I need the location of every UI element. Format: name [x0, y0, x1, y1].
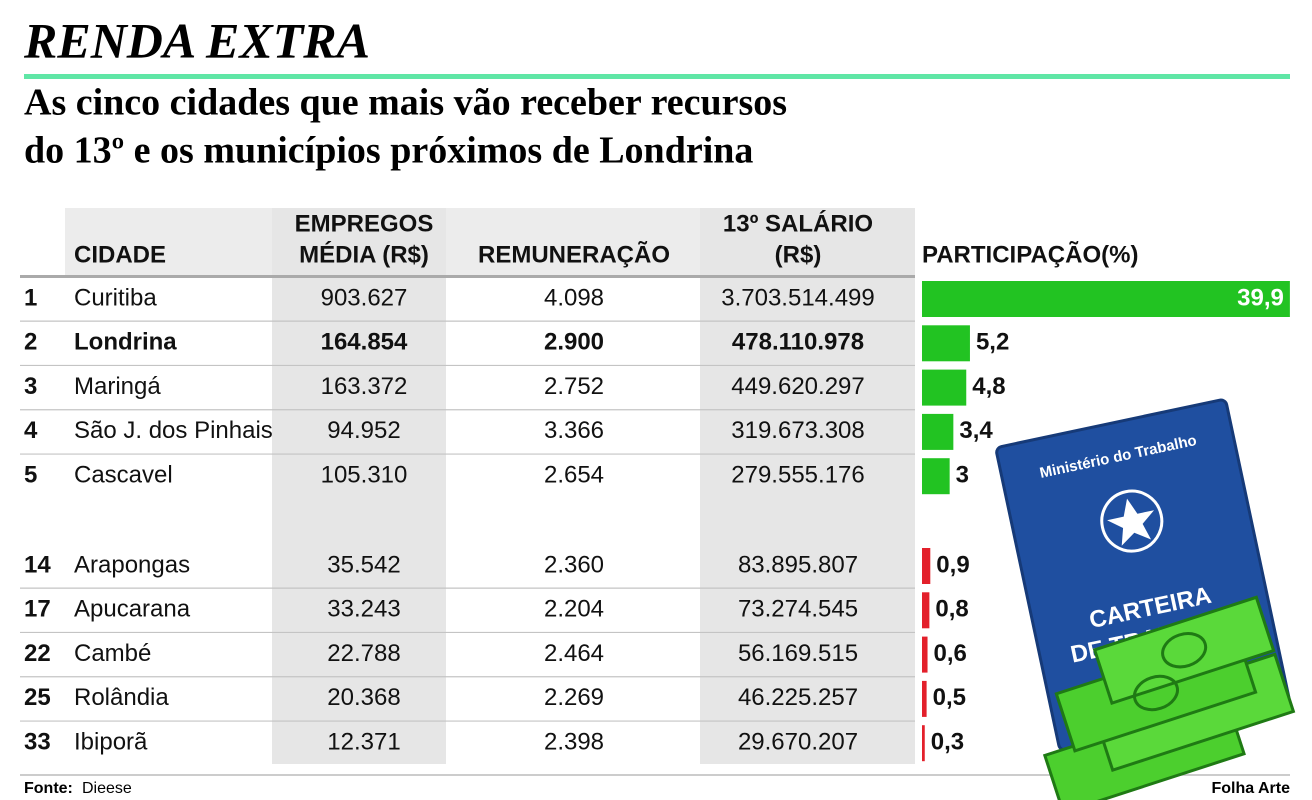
rank: 1 — [24, 284, 37, 311]
title-rule — [24, 74, 1290, 79]
salary: 83.895.807 — [738, 551, 858, 578]
share-label: 5,2 — [976, 329, 1009, 356]
share-label: 0,8 — [935, 596, 968, 623]
subtitle: do 13º e os municípios próximos de Londr… — [24, 130, 753, 172]
jobs: 12.371 — [327, 729, 400, 756]
salary: 46.225.257 — [738, 684, 858, 711]
city: Maringá — [74, 373, 161, 400]
column-header: MÉDIA (R$) — [299, 240, 429, 268]
rank: 4 — [24, 417, 38, 444]
pay: 3.366 — [544, 417, 604, 444]
jobs: 903.627 — [321, 284, 408, 311]
share-label: 0,6 — [934, 640, 967, 667]
source: Dieese — [82, 780, 132, 797]
pay: 2.900 — [544, 329, 604, 356]
pay: 4.098 — [544, 284, 604, 311]
city: Londrina — [74, 329, 177, 356]
city: Curitiba — [74, 284, 157, 311]
column-header: EMPREGOS — [295, 210, 434, 237]
share-label: 0,5 — [933, 684, 966, 711]
pay: 2.752 — [544, 373, 604, 400]
share-label: 4,8 — [972, 373, 1005, 400]
share-bar — [922, 413, 954, 450]
pay: 2.398 — [544, 729, 604, 756]
jobs: 35.542 — [327, 551, 400, 578]
pay: 2.204 — [544, 596, 604, 623]
share-bar — [922, 725, 925, 762]
share-label: 39,9 — [1237, 284, 1284, 311]
city: Cambé — [74, 640, 151, 667]
salary: 478.110.978 — [732, 329, 864, 356]
salary: 56.169.515 — [738, 640, 858, 667]
rank: 14 — [24, 551, 51, 578]
jobs: 22.788 — [327, 640, 400, 667]
share-label: 3 — [956, 462, 969, 489]
rank: 5 — [24, 462, 37, 489]
jobs: 33.243 — [327, 596, 400, 623]
share-bar — [922, 548, 931, 584]
banknote-seal — [1132, 674, 1179, 712]
jobs: 163.372 — [321, 373, 408, 400]
salary: 3.703.514.499 — [721, 284, 874, 311]
column-header: 13º SALÁRIO — [723, 209, 873, 237]
share-bar — [922, 636, 928, 673]
city: Cascavel — [74, 462, 173, 489]
subtitle: As cinco cidades que mais vão receber re… — [24, 82, 787, 124]
share-bar — [922, 680, 927, 717]
salary: 73.274.545 — [738, 596, 858, 623]
rank: 22 — [24, 640, 51, 667]
share-label: 0,9 — [936, 551, 969, 578]
share-bar — [922, 458, 950, 495]
jobs: 20.368 — [327, 684, 400, 711]
city: Ibiporã — [74, 729, 148, 756]
source-label: Fonte: — [24, 780, 73, 797]
share-label: 0,3 — [931, 729, 964, 756]
column-header: CIDADE — [74, 241, 166, 268]
rank: 3 — [24, 373, 37, 400]
pay: 2.360 — [544, 551, 604, 578]
column-header: (R$) — [775, 241, 822, 268]
emblem-star — [1107, 498, 1155, 546]
money-stack — [1042, 595, 1296, 800]
column-header: REMUNERAÇÃO — [478, 240, 670, 268]
city: Rolândia — [74, 684, 169, 711]
pay: 2.269 — [544, 684, 604, 711]
column-band — [700, 208, 915, 764]
pay: 2.464 — [544, 640, 604, 667]
credit: Folha Arte — [1211, 780, 1290, 797]
column-band — [272, 208, 446, 764]
title: RENDA EXTRA — [23, 12, 370, 68]
salary: 279.555.176 — [731, 462, 864, 489]
share-bar — [922, 281, 1290, 317]
rank: 17 — [24, 596, 51, 623]
jobs: 105.310 — [321, 462, 408, 489]
banknote — [1092, 595, 1276, 706]
jobs: 94.952 — [327, 417, 400, 444]
salary: 449.620.297 — [731, 373, 864, 400]
pay: 2.654 — [544, 462, 604, 489]
rank: 33 — [24, 729, 51, 756]
salary: 29.670.207 — [738, 729, 858, 756]
salary: 319.673.308 — [731, 417, 864, 444]
work-card-illustration: Ministério do Trabalho CARTEIRA DE TRABA… — [995, 398, 1296, 800]
rank: 25 — [24, 684, 51, 711]
city: Apucarana — [74, 596, 191, 623]
city: Arapongas — [74, 551, 190, 578]
header-rule — [20, 275, 915, 278]
emblem — [1100, 489, 1164, 553]
city: São J. dos Pinhais — [74, 417, 273, 444]
column-header: PARTICIPAÇÃO(%) — [922, 240, 1138, 268]
table-body: CIDADE EMPREGOS MÉDIA (R$) REMUNERAÇÃO 13º S… — [20, 209, 1290, 762]
share-bar — [922, 369, 967, 406]
jobs: 164.854 — [321, 329, 408, 356]
share-bar — [922, 325, 970, 362]
share-bar — [922, 592, 930, 629]
share-label: 3,4 — [959, 417, 993, 444]
banknote-seal — [1161, 632, 1208, 669]
rank: 2 — [24, 329, 37, 356]
